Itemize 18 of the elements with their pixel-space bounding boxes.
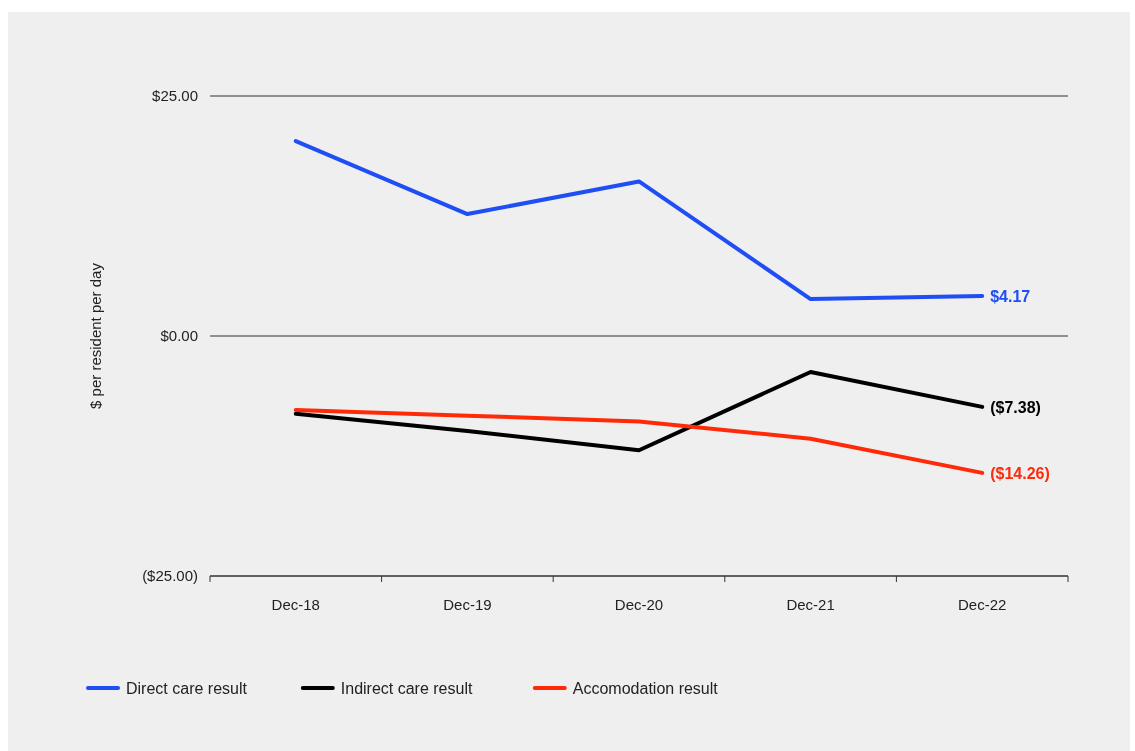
line-series: [293, 407, 985, 475]
y-tick-label: $25.00: [152, 87, 198, 104]
x-tick-label: Dec-21: [786, 596, 835, 613]
x-tick-label: Dec-20: [614, 596, 664, 613]
data-label: $4.17: [990, 287, 1031, 305]
y-tick-label: ($25.00): [142, 567, 198, 584]
y-axis-title: $ per resident per day: [87, 262, 104, 409]
x-tick-label: Dec-22: [958, 596, 1007, 613]
y-tick-label: $0.00: [160, 327, 198, 344]
legend-label: Direct care result: [126, 680, 248, 697]
legend-label: Accomodation result: [572, 680, 719, 697]
x-tick-label: Dec-18: [271, 596, 320, 613]
line-series: [293, 370, 985, 453]
data-label: ($14.26): [990, 464, 1050, 482]
line-series: [293, 139, 985, 302]
legend-label: Indirect care result: [340, 680, 473, 697]
x-tick-label: Dec-19: [443, 596, 492, 613]
data-label: ($7.38): [990, 398, 1041, 416]
